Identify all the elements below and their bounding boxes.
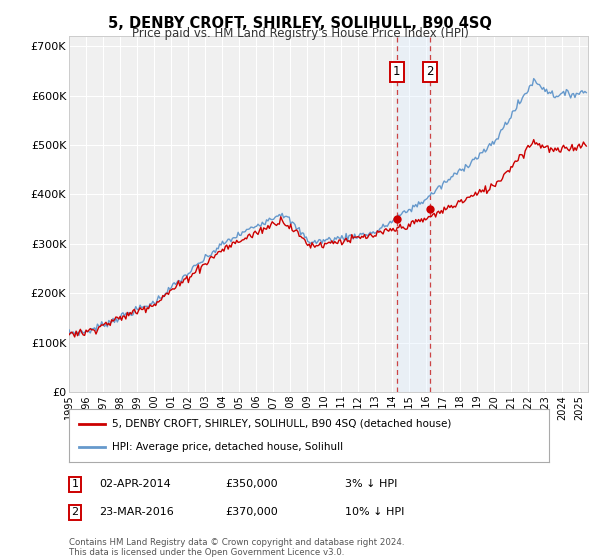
Text: 5, DENBY CROFT, SHIRLEY, SOLIHULL, B90 4SQ (detached house): 5, DENBY CROFT, SHIRLEY, SOLIHULL, B90 4… — [112, 419, 452, 429]
Text: 1: 1 — [71, 479, 79, 489]
Text: £370,000: £370,000 — [225, 507, 278, 517]
Text: Contains HM Land Registry data © Crown copyright and database right 2024.
This d: Contains HM Land Registry data © Crown c… — [69, 538, 404, 557]
Bar — [397, 36, 430, 392]
Text: 2: 2 — [427, 66, 434, 78]
Text: £350,000: £350,000 — [225, 479, 278, 489]
Text: 10% ↓ HPI: 10% ↓ HPI — [345, 507, 404, 517]
Text: 1: 1 — [393, 66, 400, 78]
Text: 5, DENBY CROFT, SHIRLEY, SOLIHULL, B90 4SQ: 5, DENBY CROFT, SHIRLEY, SOLIHULL, B90 4… — [108, 16, 492, 31]
Text: 2: 2 — [71, 507, 79, 517]
Text: HPI: Average price, detached house, Solihull: HPI: Average price, detached house, Soli… — [112, 442, 343, 452]
Text: 23-MAR-2016: 23-MAR-2016 — [99, 507, 174, 517]
Text: 3% ↓ HPI: 3% ↓ HPI — [345, 479, 397, 489]
Text: 02-APR-2014: 02-APR-2014 — [99, 479, 171, 489]
Text: Price paid vs. HM Land Registry's House Price Index (HPI): Price paid vs. HM Land Registry's House … — [131, 27, 469, 40]
